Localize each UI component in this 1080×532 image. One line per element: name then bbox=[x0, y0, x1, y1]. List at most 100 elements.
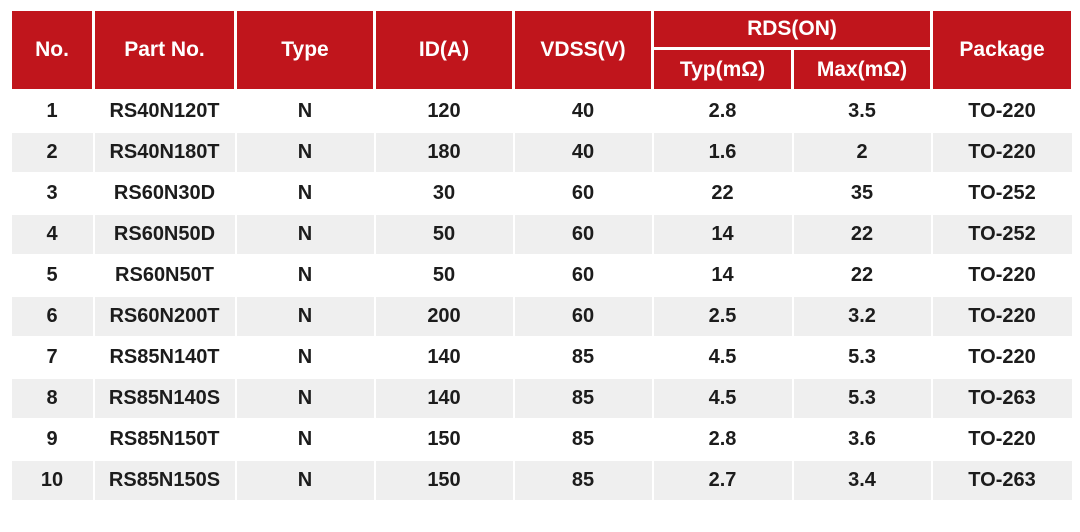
table-row: 1 RS40N120T N 120 40 2.8 3.5 TO-220 bbox=[9, 89, 1074, 133]
cell-rds-max: 3.6 bbox=[791, 418, 933, 461]
cell-part-no: RS60N30D bbox=[92, 172, 237, 215]
header-id-a: ID(A) bbox=[373, 8, 515, 92]
cell-part-no: RS85N140S bbox=[92, 377, 237, 420]
cell-no: 7 bbox=[9, 336, 95, 379]
cell-rds-max: 5.3 bbox=[791, 336, 933, 379]
table-row: 10 RS85N150S N 150 85 2.7 3.4 TO-263 bbox=[9, 459, 1074, 502]
cell-id-a: 120 bbox=[373, 89, 515, 133]
table-row: 9 RS85N150T N 150 85 2.8 3.6 TO-220 bbox=[9, 418, 1074, 461]
cell-rds-typ: 14 bbox=[651, 254, 794, 297]
cell-package: TO-220 bbox=[930, 89, 1074, 133]
cell-package: TO-220 bbox=[930, 131, 1074, 174]
cell-type: N bbox=[234, 89, 376, 133]
cell-package: TO-252 bbox=[930, 172, 1074, 215]
table-body: 1 RS40N120T N 120 40 2.8 3.5 TO-220 2 RS40N180T N 1… bbox=[9, 89, 1074, 502]
cell-vdss-v: 40 bbox=[512, 131, 654, 174]
cell-rds-max: 35 bbox=[791, 172, 933, 215]
header-no: No. bbox=[9, 8, 95, 92]
cell-type: N bbox=[234, 254, 376, 297]
table-row: 6 RS60N200T N 200 60 2.5 3.2 TO-220 bbox=[9, 295, 1074, 338]
cell-id-a: 50 bbox=[373, 213, 515, 256]
cell-no: 10 bbox=[9, 459, 95, 502]
cell-no: 5 bbox=[9, 254, 95, 297]
cell-id-a: 140 bbox=[373, 336, 515, 379]
cell-part-no: RS85N150T bbox=[92, 418, 237, 461]
cell-id-a: 200 bbox=[373, 295, 515, 338]
cell-rds-max: 2 bbox=[791, 131, 933, 174]
cell-rds-typ: 2.8 bbox=[651, 89, 794, 133]
header-package: Package bbox=[930, 8, 1075, 92]
cell-rds-max: 3.4 bbox=[791, 459, 933, 502]
cell-vdss-v: 60 bbox=[512, 213, 654, 256]
cell-rds-max: 22 bbox=[791, 213, 933, 256]
cell-no: 6 bbox=[9, 295, 95, 338]
cell-part-no: RS40N120T bbox=[92, 89, 237, 133]
cell-id-a: 180 bbox=[373, 131, 515, 174]
table-row: 4 RS60N50D N 50 60 14 22 TO-252 bbox=[9, 213, 1074, 256]
cell-rds-max: 22 bbox=[791, 254, 933, 297]
cell-part-no: RS60N50D bbox=[92, 213, 237, 256]
cell-vdss-v: 85 bbox=[512, 418, 654, 461]
header-part-no: Part No. bbox=[92, 8, 237, 92]
cell-vdss-v: 60 bbox=[512, 254, 654, 297]
cell-package: TO-263 bbox=[930, 459, 1074, 502]
cell-part-no: RS85N140T bbox=[92, 336, 237, 379]
cell-package: TO-220 bbox=[930, 418, 1074, 461]
cell-no: 2 bbox=[9, 131, 95, 174]
cell-vdss-v: 60 bbox=[512, 172, 654, 215]
header-rds-typ: Typ(mΩ) bbox=[651, 47, 794, 92]
cell-package: TO-220 bbox=[930, 295, 1074, 338]
cell-package: TO-220 bbox=[930, 254, 1074, 297]
header-type: Type bbox=[234, 8, 376, 92]
cell-rds-typ: 2.5 bbox=[651, 295, 794, 338]
table-row: 2 RS40N180T N 180 40 1.6 2 TO-220 bbox=[9, 131, 1074, 174]
cell-type: N bbox=[234, 459, 376, 502]
cell-type: N bbox=[234, 336, 376, 379]
table-row: 7 RS85N140T N 140 85 4.5 5.3 TO-220 bbox=[9, 336, 1074, 379]
cell-vdss-v: 60 bbox=[512, 295, 654, 338]
cell-rds-typ: 4.5 bbox=[651, 377, 794, 420]
cell-rds-typ: 2.8 bbox=[651, 418, 794, 461]
cell-id-a: 150 bbox=[373, 459, 515, 502]
cell-type: N bbox=[234, 377, 376, 420]
cell-rds-max: 5.3 bbox=[791, 377, 933, 420]
cell-no: 1 bbox=[9, 89, 95, 133]
cell-vdss-v: 85 bbox=[512, 459, 654, 502]
header-rds-max: Max(mΩ) bbox=[790, 47, 934, 92]
cell-part-no: RS60N200T bbox=[92, 295, 237, 338]
header-vdss-v: VDSS(V) bbox=[512, 8, 654, 92]
cell-vdss-v: 40 bbox=[512, 89, 654, 133]
table-row: 5 RS60N50T N 50 60 14 22 TO-220 bbox=[9, 254, 1074, 297]
cell-rds-max: 3.2 bbox=[791, 295, 933, 338]
cell-type: N bbox=[234, 131, 376, 174]
cell-no: 3 bbox=[9, 172, 95, 215]
table-row: 8 RS85N140S N 140 85 4.5 5.3 TO-263 bbox=[9, 377, 1074, 420]
cell-part-no: RS85N150S bbox=[92, 459, 237, 502]
cell-rds-typ: 2.7 bbox=[651, 459, 794, 502]
cell-package: TO-220 bbox=[930, 336, 1074, 379]
cell-package: TO-252 bbox=[930, 213, 1074, 256]
cell-no: 9 bbox=[9, 418, 95, 461]
cell-part-no: RS40N180T bbox=[92, 131, 237, 174]
cell-id-a: 150 bbox=[373, 418, 515, 461]
cell-rds-typ: 4.5 bbox=[651, 336, 794, 379]
cell-rds-typ: 1.6 bbox=[651, 131, 794, 174]
table-row: 3 RS60N30D N 30 60 22 35 TO-252 bbox=[9, 172, 1074, 215]
mosfet-spec-table: No. Part No. Type ID(A) VDSS(V) RDS(ON) … bbox=[9, 8, 1075, 502]
cell-vdss-v: 85 bbox=[512, 377, 654, 420]
cell-id-a: 50 bbox=[373, 254, 515, 297]
cell-type: N bbox=[234, 213, 376, 256]
cell-no: 8 bbox=[9, 377, 95, 420]
cell-type: N bbox=[234, 295, 376, 338]
cell-vdss-v: 85 bbox=[512, 336, 654, 379]
cell-part-no: RS60N50T bbox=[92, 254, 237, 297]
header-rds-on: RDS(ON) bbox=[650, 8, 934, 50]
cell-type: N bbox=[234, 172, 376, 215]
cell-id-a: 30 bbox=[373, 172, 515, 215]
cell-type: N bbox=[234, 418, 376, 461]
cell-package: TO-263 bbox=[930, 377, 1074, 420]
cell-no: 4 bbox=[9, 213, 95, 256]
cell-rds-typ: 14 bbox=[651, 213, 794, 256]
cell-rds-typ: 22 bbox=[651, 172, 794, 215]
